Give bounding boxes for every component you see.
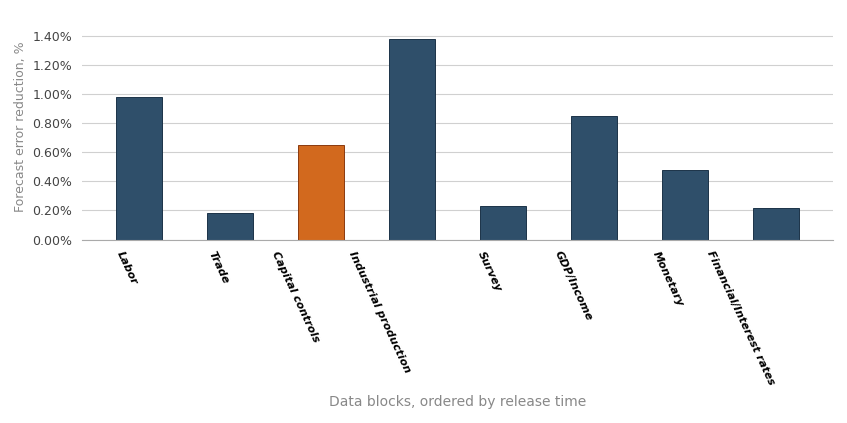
Bar [572,116,617,239]
Y-axis label: Forecast error reduction, %: Forecast error reduction, % [14,41,27,212]
X-axis label: Data blocks, ordered by release time: Data blocks, ordered by release time [329,395,586,409]
Bar [480,206,526,239]
Bar [208,213,253,239]
Bar [116,97,162,239]
Bar [662,170,708,239]
Bar [754,208,799,239]
Bar [390,38,435,239]
Bar [298,145,344,239]
